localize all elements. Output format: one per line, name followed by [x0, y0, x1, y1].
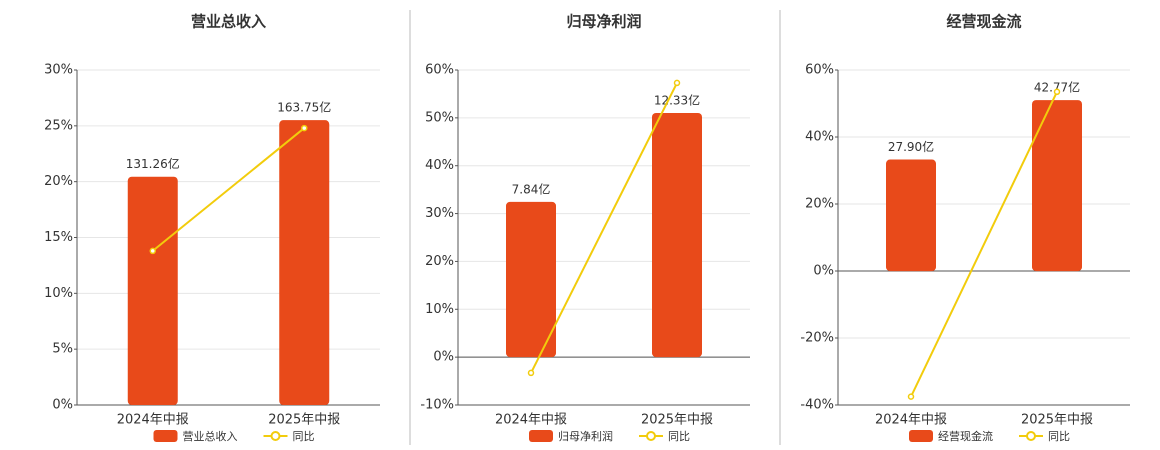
legend-swatch [529, 430, 553, 442]
y-tick-label: 40% [425, 158, 454, 173]
bar [652, 112, 702, 358]
y-tick-label: -20% [800, 331, 834, 346]
legend-swatch [646, 431, 656, 441]
y-tick-label: -10% [420, 398, 454, 413]
line-point [673, 79, 681, 87]
x-tick-label: 2025年中报 [1021, 413, 1093, 428]
legend-label: 营业总收入 [183, 429, 238, 443]
legend-label: 归母净利润 [558, 429, 613, 443]
legend-swatch [1026, 431, 1036, 441]
y-tick-label: 5% [52, 342, 73, 357]
y-tick-label: 10% [44, 286, 73, 301]
bar [1032, 100, 1082, 272]
value-label: 131.26亿 [126, 156, 180, 171]
value-label: 12.33亿 [654, 92, 700, 107]
bar [127, 176, 178, 405]
bar [886, 159, 936, 272]
value-label: 163.75亿 [277, 100, 331, 115]
y-tick-label: 0% [52, 398, 73, 413]
y-tick-label: -40% [800, 398, 834, 413]
legend-label: 同比 [668, 430, 690, 443]
y-tick-label: 30% [44, 63, 73, 78]
y-tick-label: 0% [433, 350, 454, 365]
chart-title: 营业总收入 [191, 13, 266, 31]
value-label: 42.77亿 [1034, 80, 1080, 95]
line-point [1053, 88, 1061, 96]
y-tick-label: 60% [805, 63, 834, 78]
value-label: 7.84亿 [512, 181, 551, 196]
y-tick-label: 40% [805, 130, 834, 145]
y-tick-label: 10% [425, 302, 454, 317]
legend-label: 经营现金流 [938, 429, 993, 443]
x-tick-label: 2024年中报 [875, 413, 947, 428]
x-tick-label: 2024年中报 [495, 413, 567, 428]
legend-swatch [909, 430, 933, 442]
value-label: 27.90亿 [888, 139, 934, 154]
line [152, 127, 305, 252]
y-tick-label: 20% [425, 254, 454, 269]
y-tick-label: 15% [44, 230, 73, 245]
legend-swatch [153, 430, 178, 442]
x-tick-label: 2024年中报 [117, 413, 189, 428]
y-tick-label: 30% [425, 206, 454, 221]
y-tick-label: 20% [805, 197, 834, 212]
y-tick-label: 60% [425, 63, 454, 78]
line-point [149, 247, 156, 255]
y-tick-label: 50% [425, 110, 454, 125]
y-tick-label: 20% [44, 174, 73, 189]
line-point [301, 124, 308, 132]
legend-swatch [270, 431, 281, 441]
legend-label: 同比 [1048, 430, 1070, 443]
y-tick-label: 25% [44, 118, 73, 133]
chart-title: 经营现金流 [946, 13, 1021, 31]
x-tick-label: 2025年中报 [268, 413, 340, 428]
bar [506, 201, 556, 358]
line [530, 82, 678, 374]
x-tick-label: 2025年中报 [641, 413, 713, 428]
chart-title: 归母净利润 [566, 13, 641, 31]
line-point [907, 393, 915, 400]
line-point [527, 369, 535, 377]
y-tick-label: 0% [813, 264, 834, 279]
line [910, 91, 1058, 398]
bar [279, 120, 330, 406]
legend-label: 同比 [293, 430, 315, 443]
